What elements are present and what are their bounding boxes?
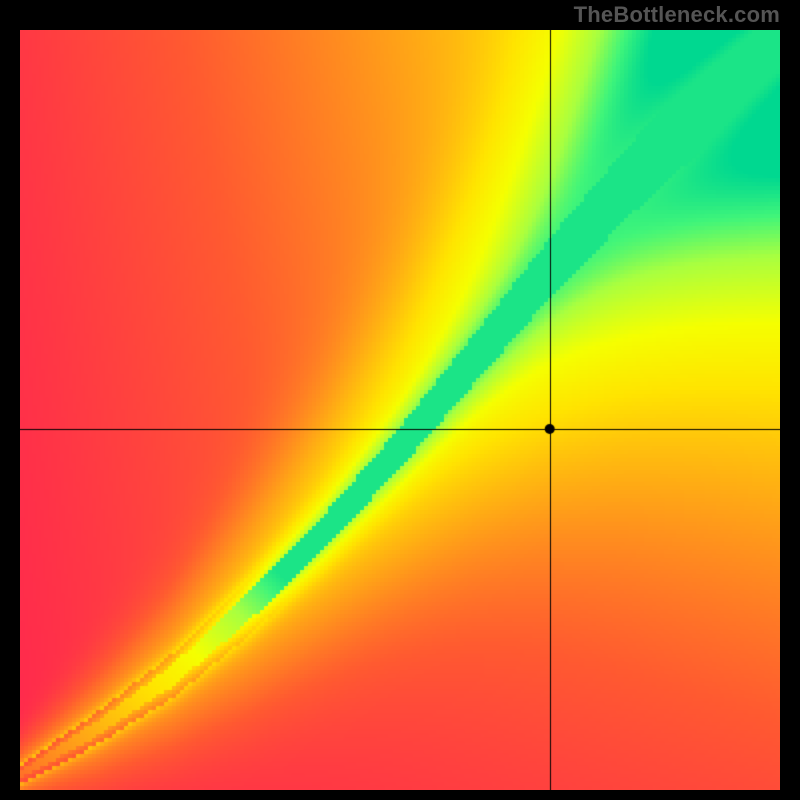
chart-container: TheBottleneck.com — [0, 0, 800, 800]
heatmap-canvas — [20, 30, 780, 790]
watermark-text: TheBottleneck.com — [574, 2, 780, 28]
